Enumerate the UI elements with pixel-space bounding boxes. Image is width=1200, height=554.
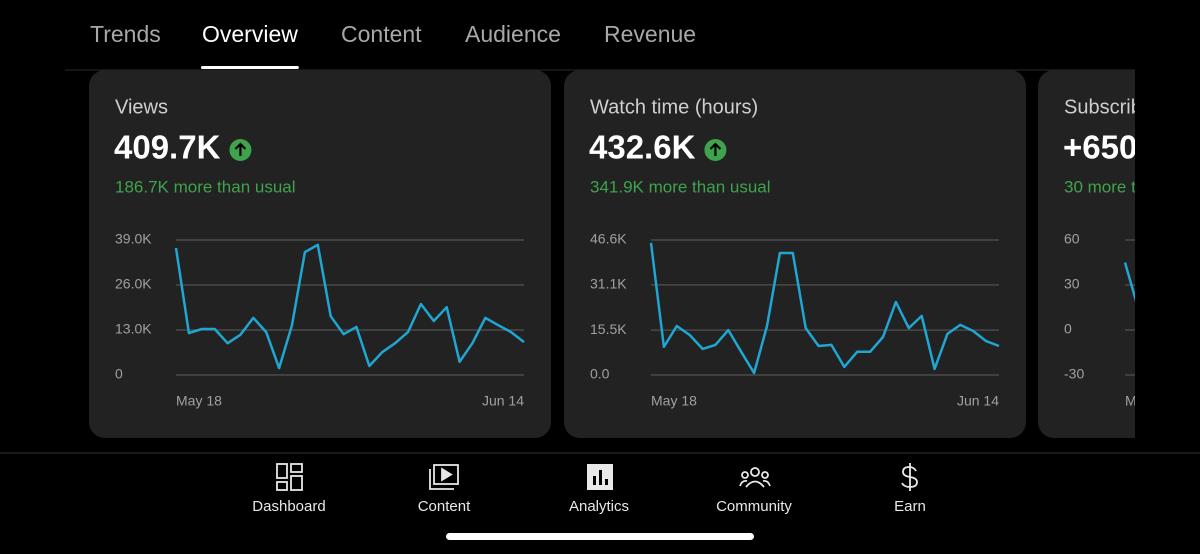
card-note: 186.7K more than usual [115, 177, 296, 196]
x-tick-label: May 18 [176, 393, 222, 409]
y-tick-label: 60 [1064, 231, 1080, 247]
tab[interactable]: Audience [465, 21, 561, 47]
card-value: +650 [1063, 129, 1137, 166]
y-tick-label: 26.0K [115, 276, 152, 292]
y-tick-label: 15.5K [590, 321, 627, 337]
card-value: 432.6K [589, 129, 696, 166]
tab-bar: Trends Overview Content Audience Revenue [90, 21, 696, 69]
card-title: Subscribers [1064, 96, 1170, 118]
tab[interactable]: Content [341, 21, 422, 47]
y-tick-label: 0 [115, 366, 123, 382]
x-tick-label: May 18 [651, 393, 697, 409]
cards: Views 409.7K 186.7K more than usual 0 13.0K 2… [89, 70, 1200, 438]
card-note: 30 more than usual [1064, 177, 1200, 196]
series-line [174, 243, 525, 370]
series-line [1123, 262, 1135, 302]
analytics-icon [587, 464, 613, 490]
nav-icons [276, 463, 918, 491]
nav-label[interactable]: Community [716, 498, 792, 515]
tab[interactable]: Revenue [604, 21, 696, 47]
earn-icon [901, 463, 918, 491]
metric-card[interactable] [1038, 70, 1200, 438]
y-tick-label: -30 [1064, 366, 1084, 382]
x-tick-label: Jun 14 [482, 393, 524, 409]
nav-label[interactable]: Analytics [569, 498, 629, 515]
series-line [649, 242, 1000, 375]
y-tick-label: 0 [1064, 321, 1072, 337]
up-arrow [709, 142, 722, 156]
x-tick-label: May 18 [1125, 393, 1171, 409]
y-tick-label: 31.1K [590, 276, 627, 292]
card-value: 409.7K [114, 129, 221, 166]
y-tick-label: 39.0K [115, 231, 152, 247]
up-arrow [234, 142, 247, 156]
nav-label[interactable]: Dashboard [252, 498, 325, 515]
bottom-nav: Dashboard Content Analytics Community Earn [252, 498, 926, 515]
y-tick-label: 30 [1064, 276, 1080, 292]
tab[interactable]: Overview [202, 21, 298, 47]
card-title: Views [115, 96, 168, 118]
home-indicator [446, 533, 754, 540]
y-tick-label: 0.0 [590, 366, 610, 382]
dashboard-icon [276, 463, 303, 491]
content-icon [429, 464, 459, 490]
x-tick-label: Jun 14 [957, 393, 999, 409]
nav-label[interactable]: Earn [894, 498, 926, 515]
metric-card[interactable] [564, 70, 1026, 438]
community-icon [739, 467, 771, 488]
tab[interactable]: Trends [90, 21, 161, 47]
y-tick-label: 46.6K [590, 231, 627, 247]
nav-label[interactable]: Content [418, 498, 471, 515]
tab-underline [201, 66, 299, 69]
y-tick-label: 13.0K [115, 321, 152, 337]
card-note: 341.9K more than usual [590, 177, 771, 196]
card-title: Watch time (hours) [590, 96, 758, 118]
